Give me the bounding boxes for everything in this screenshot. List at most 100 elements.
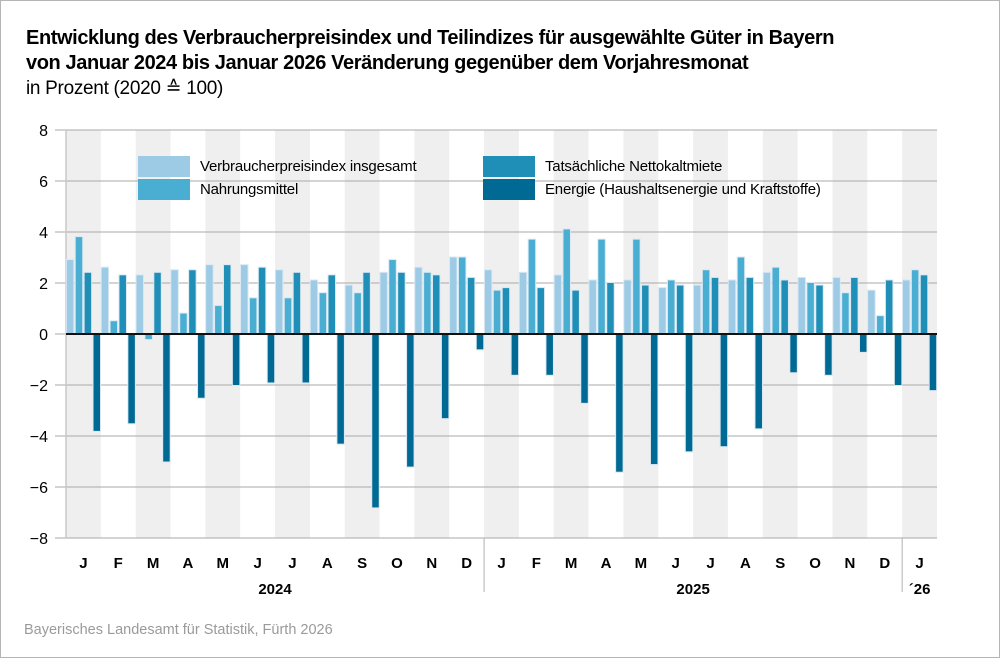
bar-miete xyxy=(84,272,92,334)
bar-nahrung xyxy=(772,267,780,334)
bar-vpi xyxy=(624,280,631,334)
x-tick-label: M xyxy=(217,555,230,572)
bar-energie xyxy=(546,334,553,375)
x-tick-label: N xyxy=(844,555,855,572)
year-label: 2024 xyxy=(258,581,292,598)
bar-miete xyxy=(398,272,405,334)
x-tick-label: S xyxy=(775,555,785,572)
bar-vpi xyxy=(693,285,701,334)
bar-energie xyxy=(372,334,379,508)
y-tick-label: 8 xyxy=(39,123,48,140)
bar-nahrung xyxy=(911,270,919,334)
bar-miete xyxy=(467,277,475,334)
bar-energie xyxy=(790,334,797,373)
bar-energie xyxy=(755,334,762,429)
bar-energie xyxy=(825,334,832,375)
bar-miete xyxy=(851,277,858,334)
bar-nahrung xyxy=(598,239,605,334)
bar-miete xyxy=(816,285,823,334)
bar-vpi xyxy=(171,270,178,334)
bar-miete xyxy=(363,272,370,334)
bar-vpi xyxy=(833,277,840,334)
bar-vpi xyxy=(206,265,213,334)
bar-vpi xyxy=(554,275,562,334)
bar-nahrung xyxy=(389,260,396,334)
bar-nahrung xyxy=(319,293,327,334)
x-tick-label: N xyxy=(426,555,437,572)
x-tick-label: S xyxy=(357,555,367,572)
bar-energie xyxy=(441,334,449,419)
bar-energie xyxy=(198,334,205,398)
bar-nahrung xyxy=(145,334,152,340)
x-tick-label: O xyxy=(809,555,821,572)
x-axis-labels: J F M A M J J A S O N D J F M A M J J A S O N D J 2024 2025 ´26 xyxy=(79,538,930,598)
x-tick-label: D xyxy=(879,555,890,572)
x-tick-label: F xyxy=(114,555,123,572)
bar-energie xyxy=(511,334,519,375)
bar-miete xyxy=(885,280,893,334)
chart-title: Entwicklung des Verbraucherpreisindex un… xyxy=(26,26,986,101)
bar-vpi xyxy=(415,267,422,334)
bar-miete xyxy=(607,283,614,334)
bar-nahrung xyxy=(458,257,466,334)
y-tick-label: −4 xyxy=(30,429,48,446)
bar-miete xyxy=(572,290,579,334)
chart-title-line-2: von Januar 2024 bis Januar 2026 Veränder… xyxy=(26,52,749,74)
bar-vpi xyxy=(868,290,875,334)
x-tick-label: J xyxy=(915,555,923,572)
bar-miete xyxy=(781,280,788,334)
x-tick-label: A xyxy=(183,555,194,572)
legend-item-nahrung: Nahrungsmittel xyxy=(138,178,298,200)
bar-energie xyxy=(720,334,728,447)
bar-energie xyxy=(267,334,275,383)
bar-miete xyxy=(223,265,231,334)
bar-miete xyxy=(154,272,161,334)
bar-miete xyxy=(189,270,196,334)
legend-label-vpi: Verbraucherpreisindex insgesamt xyxy=(200,157,417,175)
bar-miete xyxy=(293,272,301,334)
legend-item-energie: Energie (Haushaltsenergie und Kraftstoff… xyxy=(483,178,821,200)
y-tick-label: 6 xyxy=(39,174,48,191)
x-tick-label: A xyxy=(322,555,333,572)
bar-miete xyxy=(502,288,510,334)
bar-energie xyxy=(337,334,344,444)
x-tick-label: M xyxy=(147,555,160,572)
x-tick-label: J xyxy=(706,555,714,572)
bar-miete xyxy=(537,288,545,334)
bar-vpi xyxy=(902,280,910,334)
bar-vpi xyxy=(798,277,805,334)
bar-vpi xyxy=(66,260,74,334)
x-tick-label: J xyxy=(672,555,680,572)
bar-energie xyxy=(302,334,310,383)
legend-swatch-energie xyxy=(483,178,535,200)
x-tick-label: M xyxy=(565,555,578,572)
y-tick-label: 0 xyxy=(39,327,48,344)
bar-energie xyxy=(929,334,937,391)
bar-miete xyxy=(328,275,335,334)
bar-nahrung xyxy=(75,237,83,334)
bar-vpi xyxy=(101,267,109,334)
bar-miete xyxy=(433,275,440,334)
bar-vpi xyxy=(763,272,771,334)
x-tick-label: O xyxy=(391,555,403,572)
bar-nahrung xyxy=(633,239,640,334)
legend-label-nahrung: Nahrungsmittel xyxy=(200,180,299,198)
bar-nahrung xyxy=(424,272,431,334)
y-tick-label: −2 xyxy=(30,378,48,395)
y-tick-label: −6 xyxy=(30,480,48,497)
bar-energie xyxy=(163,334,170,462)
bar-energie xyxy=(93,334,101,431)
bar-miete xyxy=(676,285,684,334)
year-label: 2025 xyxy=(676,581,709,598)
legend-swatch-nahrung xyxy=(138,178,190,200)
y-tick-label: −8 xyxy=(30,531,48,548)
legend-item-miete: Tatsächliche Nettokaltmiete xyxy=(483,155,722,177)
y-tick-label: 2 xyxy=(39,276,48,293)
bar-energie xyxy=(894,334,902,385)
bar-vpi xyxy=(241,265,248,334)
bar-miete xyxy=(119,275,126,334)
bar-energie xyxy=(650,334,658,465)
chart-unit-label: in Prozent (2020 ≙ 100) xyxy=(26,78,224,99)
legend: Verbraucherpreisindex insgesamt Nahrungs… xyxy=(138,155,898,205)
x-tick-label: A xyxy=(740,555,751,572)
